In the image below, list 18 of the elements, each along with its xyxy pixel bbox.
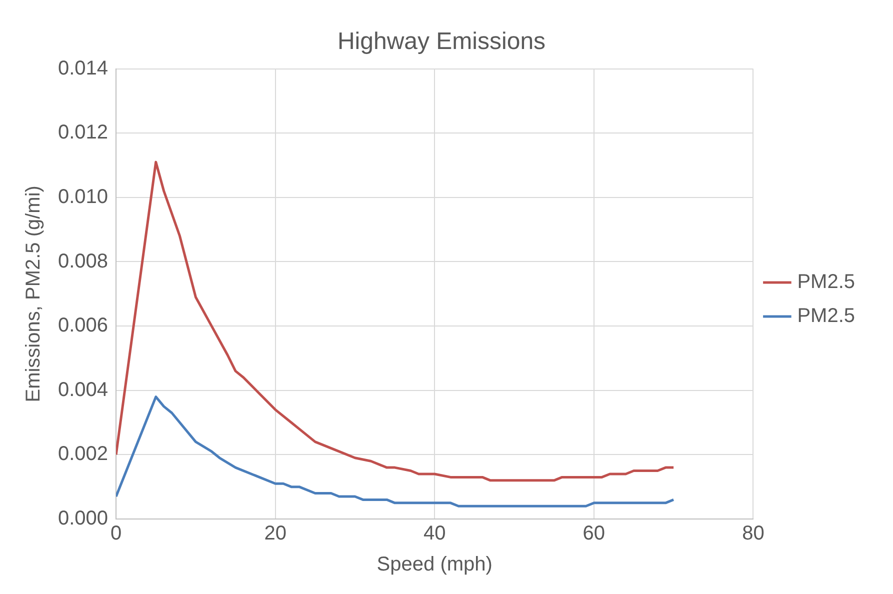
legend-label: PM2.5	[797, 271, 856, 294]
y-tick-label: 0.008	[58, 250, 108, 272]
chart-title: Highway Emissions	[337, 28, 546, 56]
y-tick-label: 0.006	[58, 314, 108, 337]
y-tick-label: 0.002	[58, 443, 108, 466]
x-axis-title: Speed (mph)	[376, 554, 492, 576]
y-tick-label: 0.000	[58, 508, 108, 530]
y-tick-label: 0.014	[58, 57, 108, 80]
y-tick-label: 0.010	[58, 186, 108, 208]
y-tick-label: 0.004	[58, 378, 108, 401]
x-tick-label: 60	[582, 522, 606, 545]
x-tick-label: 80	[742, 522, 764, 545]
y-axis-title: Emissions, PM2.5 (g/mi)	[22, 186, 45, 402]
x-tick-label: 40	[424, 522, 446, 545]
x-tick-label: 20	[264, 522, 286, 545]
x-tick-label: 0	[110, 522, 122, 545]
y-tick-label: 0.012	[58, 122, 108, 144]
legend-label: PM2.5	[797, 305, 856, 328]
